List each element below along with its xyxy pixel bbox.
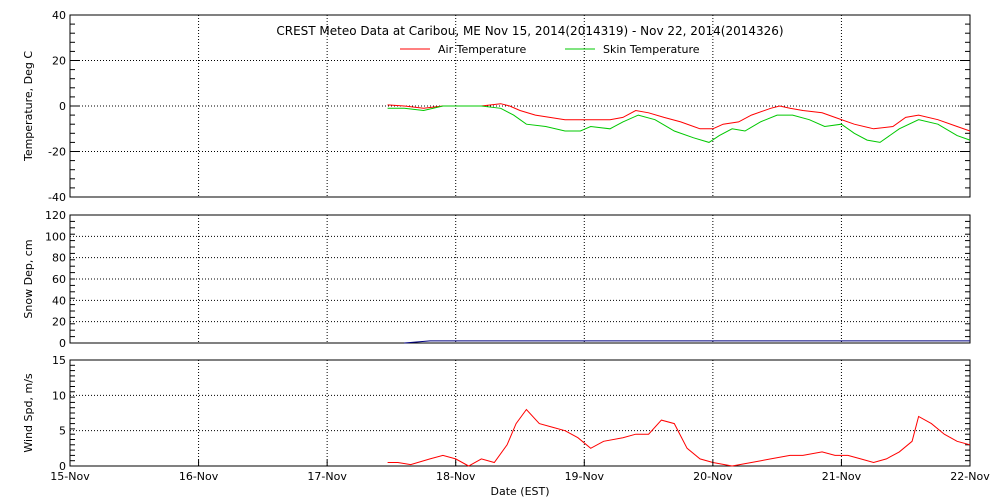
temperature-panel-frame	[69, 14, 971, 198]
snow-y-tick-label: 80	[52, 252, 66, 265]
wind-y-tick-label: 15	[52, 354, 66, 367]
wind-y-axis-label: Wind Spd, m/s	[22, 373, 35, 453]
snow-panel-frame	[69, 214, 971, 344]
snow-y-tick-label: 100	[45, 230, 66, 243]
wind-y-tick-label: 5	[59, 425, 66, 438]
temperature-y-tick-label: -20	[48, 146, 66, 159]
snow-y-tick-label: 20	[52, 316, 66, 329]
temperature-series-1-line	[387, 105, 971, 143]
temperature-y-axis-label: Temperature, Deg C	[22, 51, 35, 162]
wind-y-tick-label: 0	[59, 460, 66, 473]
x-tick-label: 15-Nov	[50, 470, 90, 483]
x-axis-label: Date (EST)	[490, 485, 549, 498]
snow-y-tick-label: 120	[45, 209, 66, 222]
snow-y-tick-label: 0	[59, 337, 66, 350]
wind-y-tick-label: 10	[52, 389, 66, 402]
snow-y-tick-label: 40	[52, 294, 66, 307]
chart-title: CREST Meteo Data at Caribou, ME Nov 15, …	[276, 24, 783, 38]
temperature-y-tick-label: 40	[52, 9, 66, 22]
temperature-series-0-line	[387, 103, 971, 132]
snow-series-0-line	[404, 340, 970, 344]
wind-series-0-line	[387, 408, 971, 467]
snow-y-axis-label: Snow Dep, cm	[22, 239, 35, 318]
x-tick-label: 17-Nov	[307, 470, 347, 483]
x-tick-label: 16-Nov	[179, 470, 219, 483]
legend-label-0: Air Temperature	[438, 43, 527, 56]
x-tick-label: 19-Nov	[565, 470, 605, 483]
x-tick-label: 21-Nov	[822, 470, 862, 483]
temperature-y-tick-label: 0	[59, 100, 66, 113]
legend-label-1: Skin Temperature	[603, 43, 700, 56]
wind-panel-frame	[69, 359, 971, 467]
temperature-y-tick-label: -40	[48, 191, 66, 204]
temperature-y-tick-label: 20	[52, 55, 66, 68]
snow-y-tick-label: 60	[52, 273, 66, 286]
x-tick-label: 22-Nov	[950, 470, 990, 483]
x-tick-label: 20-Nov	[693, 470, 733, 483]
x-tick-label: 18-Nov	[436, 470, 476, 483]
